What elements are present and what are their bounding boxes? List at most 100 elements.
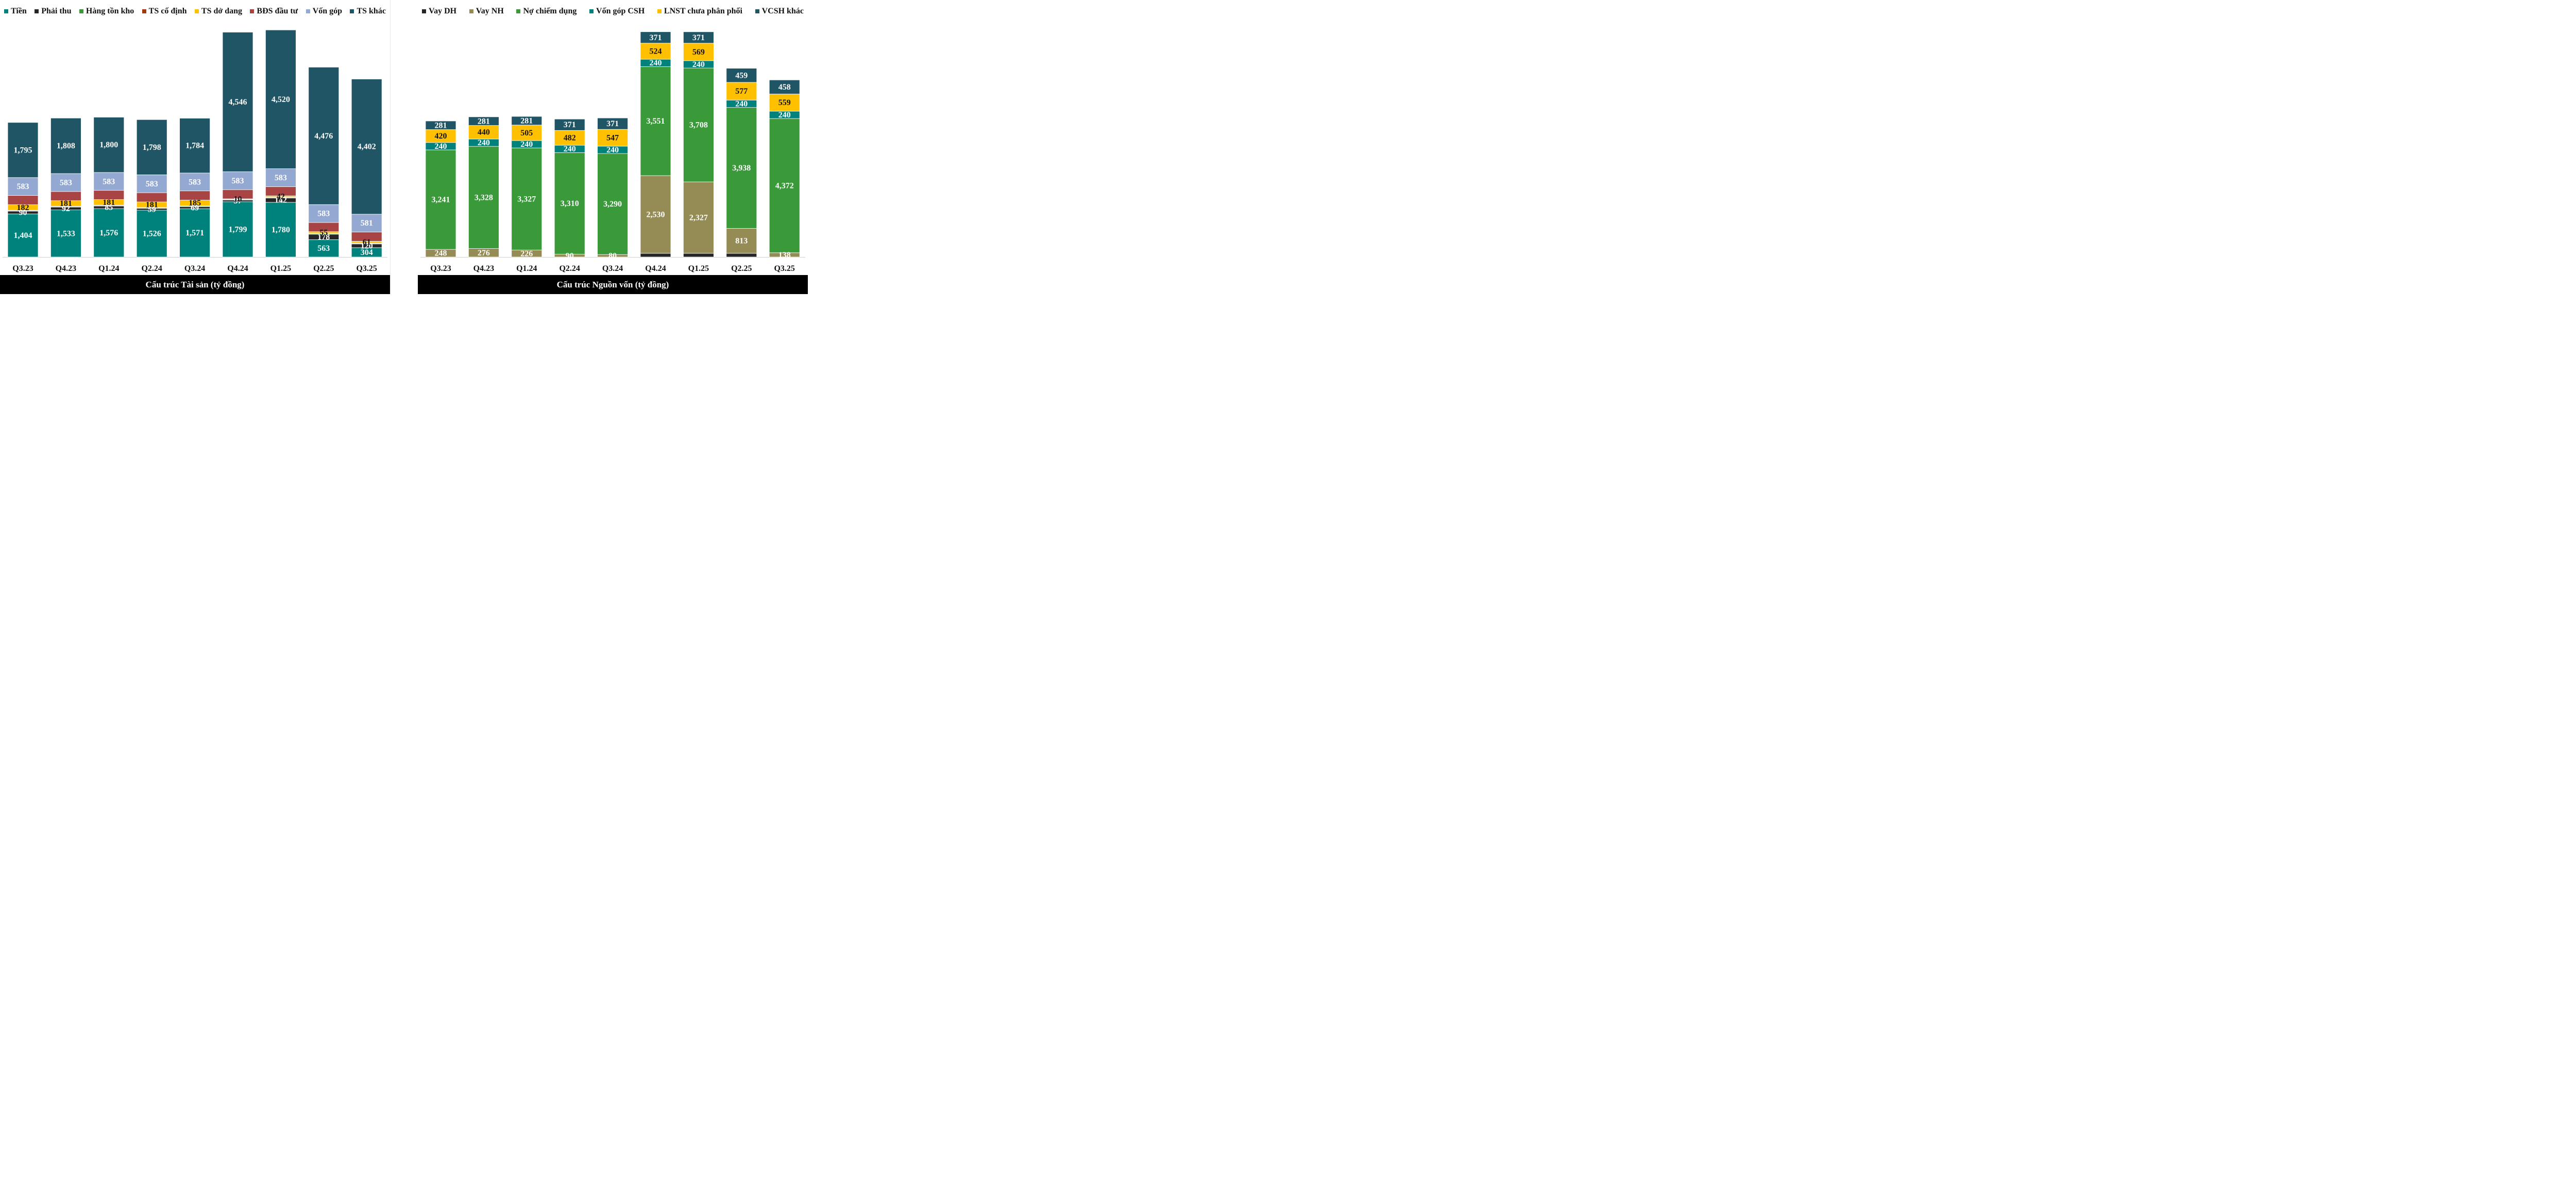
legend-label: Nợ chiếm dụng: [523, 7, 577, 15]
data-label-von-gop-csh: 240: [520, 140, 533, 149]
data-label-ts-khac: 4,546: [229, 98, 247, 107]
x-tick-label: Q1.25: [688, 264, 709, 273]
bar-no-chiem-dung-q2-24: [554, 152, 585, 255]
bar-lnst-chua-phan-phoi-q3-24: [597, 129, 629, 147]
legend-item-vay-dh: Vay DH: [422, 7, 456, 16]
data-label-phai-thu: 92: [62, 204, 70, 213]
legend-swatch: [142, 9, 146, 13]
data-label-ts-khac: 4,476: [314, 132, 333, 141]
chart-legend: Tiền Phải thu Hàng tồn kho TS cố định TS dở …: [0, 4, 390, 19]
legend-swatch: [250, 9, 255, 13]
bar-ts-khac-q1-24: [93, 117, 125, 173]
data-label-lnst-chua-phan-phoi: 577: [735, 87, 748, 96]
data-label-phai-thu: 59: [148, 205, 156, 214]
legend-label: BĐS đầu tư: [257, 7, 298, 15]
data-label-tien: 1,571: [185, 229, 204, 237]
bar-ts-khac-q4-23: [50, 117, 81, 174]
legend-item-von-gop: Vốn góp: [306, 7, 342, 16]
data-label-vay-nh: 80: [608, 252, 617, 261]
legend-label: TS dở dang: [201, 7, 243, 15]
bar-lnst-chua-phan-phoi-q2-24: [554, 130, 585, 146]
data-label-lnst-chua-phan-phoi: 569: [692, 48, 705, 57]
data-label-von-gop-csh: 240: [735, 99, 748, 108]
bar-von-gop-q1-25: [265, 168, 296, 187]
data-label-von-gop-csh: 240: [478, 139, 490, 147]
legend-item-von-gop-csh: Vốn góp CSH: [589, 7, 645, 16]
data-label-von-gop: 581: [361, 219, 373, 228]
chart-plot-area: 1,404901825831,795Q3.231,533921815831,80…: [3, 29, 387, 273]
data-label-vcsh-khac: 281: [478, 117, 490, 126]
bar-vay-nh-q1-25: [683, 181, 714, 254]
bar-no-chiem-dung-q4-23: [468, 146, 499, 249]
data-label-lnst-chua-phan-phoi: 505: [520, 129, 533, 138]
legend-item-lnst-chua-phan-phoi: LNST chưa phân phối: [657, 7, 742, 16]
data-label-ts-do-dang: 181: [60, 199, 72, 208]
data-label-ts-do-dang: 182: [17, 203, 29, 212]
bar-ts-khac-q1-25: [265, 29, 296, 169]
legend-swatch: [516, 9, 521, 13]
data-label-vay-nh: 138: [778, 251, 791, 260]
bar-tien-q1-24: [93, 208, 125, 258]
data-label-ts-khac: 1,808: [57, 142, 75, 150]
data-label-lnst-chua-phan-phoi: 482: [564, 134, 576, 143]
data-label-tien: 1,576: [99, 229, 118, 237]
data-label-vcsh-khac: 281: [520, 116, 533, 125]
data-label-phai-thu: 85: [105, 203, 113, 212]
data-label-no-chiem-dung: 4,372: [775, 181, 794, 190]
legend-label: Vay DH: [429, 7, 457, 15]
bar-vcsh-khac-q1-25: [683, 31, 714, 44]
data-label-vay-nh: 2,327: [689, 213, 708, 222]
data-label-phai-thu: 90: [19, 209, 27, 217]
x-tick-label: Q4.24: [645, 264, 666, 273]
legend-item-phai-thu: Phải thu: [35, 7, 71, 16]
legend-item-ts-khac: TS khác: [350, 7, 386, 16]
x-tick-label: Q3.23: [12, 264, 33, 273]
data-label-vcsh-khac: 459: [735, 71, 748, 80]
x-tick-label: Q3.25: [356, 264, 377, 273]
capital-structure-chart: Vay DH Vay NH Nợ chiếm dụng Vốn góp CSH LNST…: [418, 0, 808, 294]
legend-swatch: [657, 9, 662, 13]
data-label-no-chiem-dung: 3,327: [517, 195, 536, 203]
legend-item-vcsh-khac: VCSH khác: [755, 7, 804, 16]
legend-swatch: [306, 9, 310, 13]
data-label-ts-khac: 1,798: [143, 143, 161, 152]
legend-swatch: [589, 9, 594, 13]
legend-label: TS cố định: [148, 7, 187, 15]
data-label-tien: 1,799: [229, 225, 247, 234]
bar-vcsh-khac-q2-24: [554, 118, 585, 131]
data-label-phai-thu: 178: [317, 233, 330, 242]
legend-item-vay-nh: Vay NH: [469, 7, 504, 16]
data-label-von-gop: 583: [232, 177, 244, 185]
bar-tien-q2-25: [308, 239, 340, 258]
legend-item-ts-co-dinh: TS cố định: [142, 7, 187, 16]
data-label-no-chiem-dung: 3,328: [474, 193, 493, 202]
legend-item-bds-dau-tu: BĐS đầu tư: [250, 7, 298, 16]
bar-tien-q2-24: [136, 210, 167, 258]
data-label-von-gop-csh: 240: [692, 60, 705, 69]
bar-ts-khac-q3-24: [179, 118, 211, 174]
data-label-tien: 1,533: [57, 229, 75, 238]
x-tick-label: Q1.25: [270, 264, 291, 273]
data-label-ts-do-dang: 181: [103, 198, 115, 207]
data-label-von-gop-csh: 240: [564, 145, 576, 153]
x-tick-label: Q3.24: [184, 264, 205, 273]
bar-ts-khac-q3-23: [7, 122, 39, 178]
data-label-tien: 1,780: [272, 226, 290, 234]
bar-vcsh-khac-q4-23: [468, 116, 499, 126]
legend-label: Phải thu: [41, 7, 72, 15]
x-tick-label: Q4.23: [473, 264, 494, 273]
data-label-von-gop: 583: [146, 180, 158, 189]
data-label-von-gop: 583: [317, 210, 330, 218]
data-label-vay-nh: 248: [435, 249, 447, 258]
data-label-lnst-chua-phan-phoi: 559: [778, 98, 791, 107]
bar-vcsh-khac-q2-25: [726, 68, 757, 83]
bar-lnst-chua-phan-phoi-q3-23: [425, 129, 456, 143]
data-label-vcsh-khac: 281: [435, 121, 447, 130]
bar-ts-khac-q2-25: [308, 67, 340, 205]
bar-tien-q1-25: [265, 202, 296, 258]
data-label-phai-thu: 120: [361, 242, 373, 250]
data-label-lnst-chua-phan-phoi: 440: [478, 128, 490, 137]
bar-lnst-chua-phan-phoi-q4-24: [640, 43, 671, 60]
data-label-ts-khac: 4,402: [358, 143, 376, 151]
data-label-no-chiem-dung: 3,310: [561, 199, 579, 208]
